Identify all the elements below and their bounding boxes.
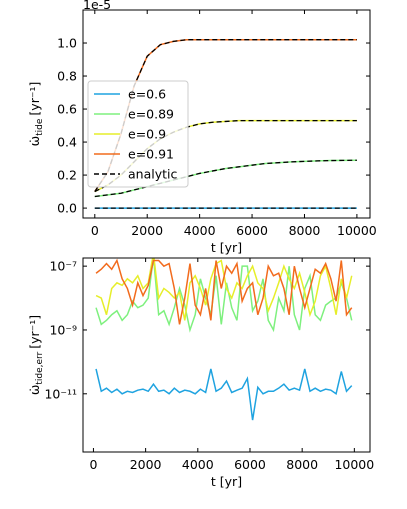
x-tick-label: 2000 [131,223,163,238]
y-tick-label: 10⁻¹¹ [44,386,77,401]
y-label-sub: tide,err [35,351,45,384]
y-tick-label: 0.2 [57,168,77,183]
x-axis-label: t [yr] [211,474,242,489]
y-tick-label: 10⁻⁹ [49,322,77,337]
y-label-unit: [yr⁻¹] [27,82,42,116]
x-tick-label: 6000 [236,223,268,238]
x-tick-label: 4000 [182,457,214,472]
subplot: 0 2000 4000 6000 8000 10000 0.0 0.2 0.4 0.6 0.8 1.0… [27,0,377,255]
series-line [94,159,357,198]
x-tick-label: 6000 [234,457,266,472]
x-tick-label: 8000 [286,457,318,472]
y-tick-label: 1.0 [57,36,77,51]
legend: e=0.6 e=0.89 e=0.9 e=0.91 analytic [87,80,189,188]
y-tick-label: 0.6 [57,102,77,117]
x-axis-label: t [yr] [211,240,242,255]
legend-label: e=0.6 [128,87,166,102]
legend-label: e=0.91 [128,147,174,162]
y-tick-label: 10⁻⁷ [49,259,77,274]
x-tick-label: 0 [89,457,97,472]
y-tick-label: 0.0 [57,201,77,216]
y-label-symbol: ω̇ [27,136,42,146]
y-axis-label: ω̇tide,err [yr⁻¹] [27,315,45,395]
axes-frame [82,257,371,453]
x-tick-label: 10000 [334,457,374,472]
y-label-sub: tide [35,118,45,136]
x-tick-label: 10000 [337,223,377,238]
legend-box [87,80,189,188]
x-tick-label: 2000 [130,457,162,472]
axes-frame [82,9,371,219]
x-tick-label: 8000 [289,223,321,238]
subplot: 0 2000 4000 6000 8000 10000 10⁻¹¹ 10⁻⁹ 10⁻⁷ t [yr… [27,257,374,489]
series-line [95,258,353,333]
y-tick-label: 0.8 [57,69,77,84]
y-tick-label: 0.4 [57,135,77,150]
series-line [95,258,353,325]
series-line [94,119,357,193]
series-line [94,39,357,192]
legend-label: analytic [128,167,177,182]
offset-text: 1e-5 [83,0,111,12]
y-label-unit: [yr⁻¹] [27,315,42,349]
x-tick-label: 4000 [184,223,216,238]
y-axis-label: ω̇tide [yr⁻¹] [27,82,45,147]
legend-label: e=0.9 [128,127,166,142]
y-label-symbol: ω̇ [27,385,42,395]
plot-area [95,258,353,421]
series-line [95,258,353,321]
x-tick-label: 0 [91,223,99,238]
series-line [95,368,353,421]
legend-label: e=0.89 [128,107,174,122]
